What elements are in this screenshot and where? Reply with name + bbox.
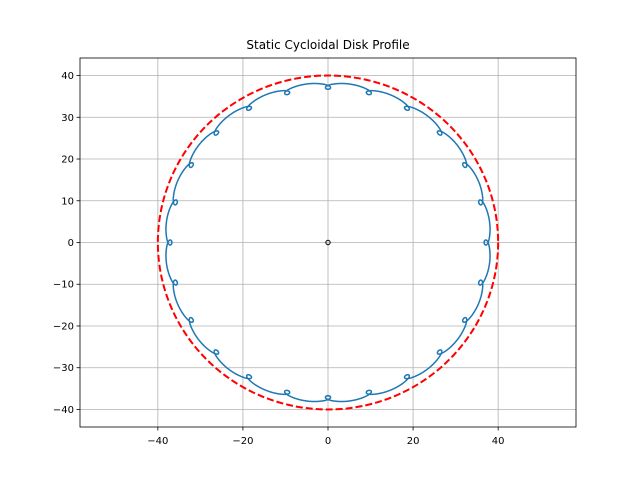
y-axis: −40 −30 −20 −10 0 10 20 30 40 — [53, 71, 80, 416]
y-tick-label: −20 — [53, 321, 74, 332]
x-tick-label: 20 — [407, 436, 420, 447]
y-tick-label: 40 — [61, 71, 74, 82]
x-tick-label: 40 — [492, 436, 505, 447]
y-tick-label: −30 — [53, 363, 74, 374]
y-tick-label: −40 — [53, 405, 74, 416]
y-tick-label: 10 — [61, 196, 74, 207]
center-point — [325, 239, 331, 246]
x-tick-label: −40 — [147, 436, 168, 447]
chart-title: Static Cycloidal Disk Profile — [246, 38, 409, 52]
pin-circle-dashed — [156, 74, 500, 411]
y-tick-label: 0 — [68, 238, 74, 249]
plot-area — [156, 74, 500, 411]
y-tick-label: −10 — [53, 280, 74, 291]
x-tick-label: 0 — [325, 436, 331, 447]
x-tick-label: −20 — [232, 436, 253, 447]
y-tick-label: 30 — [61, 113, 74, 124]
disk-profile-line — [165, 82, 491, 403]
y-tick-label: 20 — [61, 155, 74, 166]
x-axis: −40 −20 0 20 40 — [147, 427, 505, 447]
